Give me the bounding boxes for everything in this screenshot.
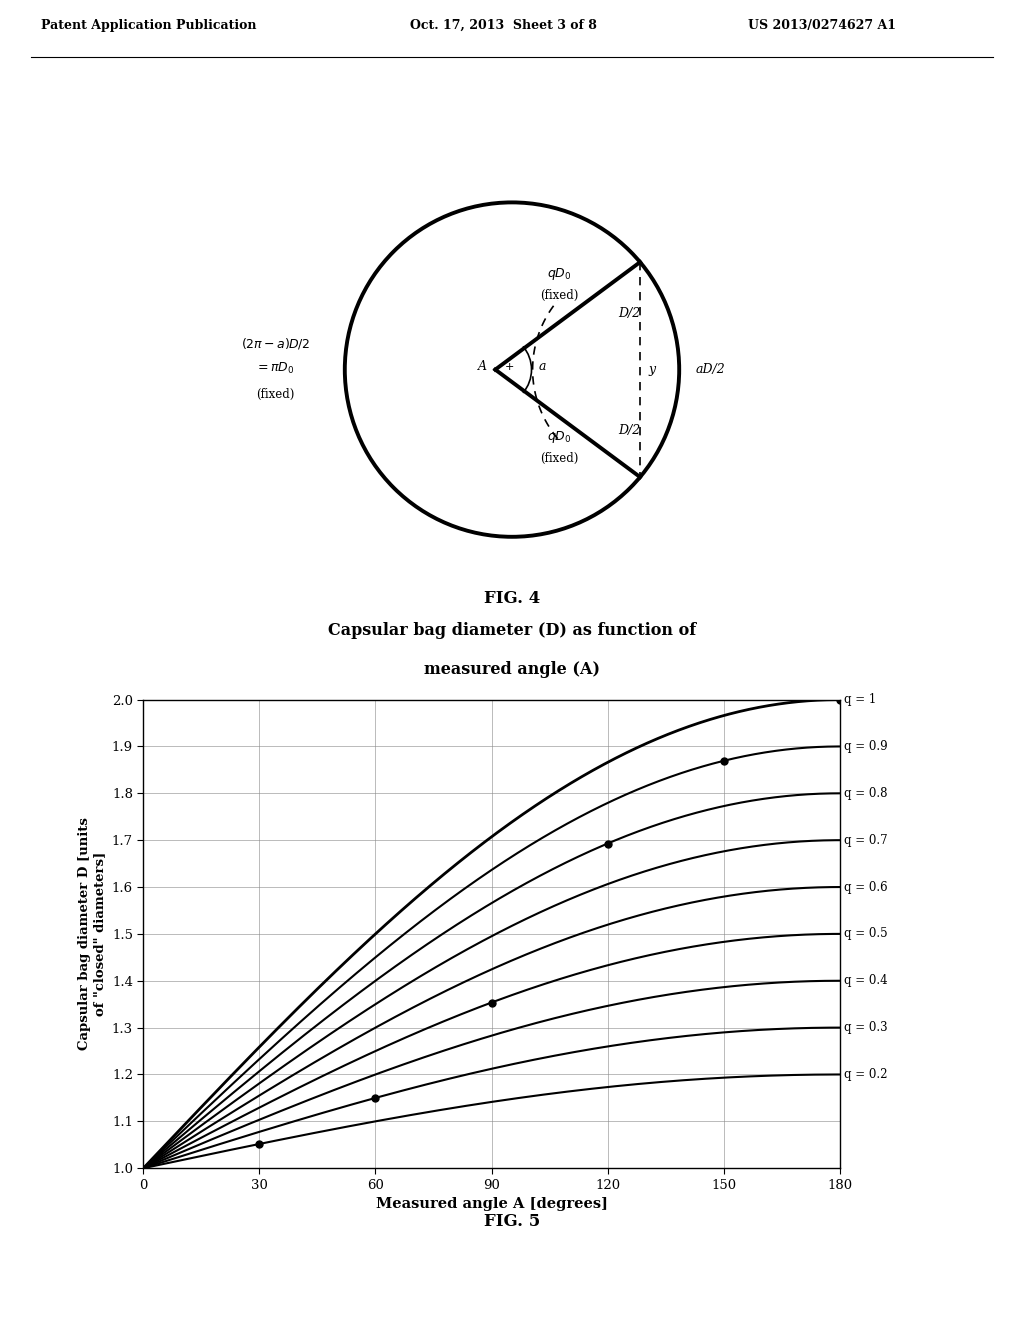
Text: q = 0.4: q = 0.4	[844, 974, 887, 987]
Text: (fixed): (fixed)	[540, 289, 579, 302]
Text: q = 0.6: q = 0.6	[844, 880, 887, 894]
Text: FIG. 5: FIG. 5	[484, 1213, 540, 1229]
Text: q = 0.5: q = 0.5	[844, 928, 887, 940]
Text: q = 0.8: q = 0.8	[844, 787, 887, 800]
Text: (fixed): (fixed)	[256, 388, 294, 400]
Text: A: A	[478, 360, 487, 374]
Text: (fixed): (fixed)	[540, 453, 579, 466]
Text: D/2: D/2	[617, 424, 640, 437]
Text: Oct. 17, 2013  Sheet 3 of 8: Oct. 17, 2013 Sheet 3 of 8	[410, 18, 596, 32]
Text: $qD_0$: $qD_0$	[547, 429, 571, 445]
Text: FIG. 4: FIG. 4	[484, 590, 540, 607]
Text: Patent Application Publication: Patent Application Publication	[41, 18, 256, 32]
Text: Capsular bag diameter (D) as function of: Capsular bag diameter (D) as function of	[328, 622, 696, 639]
Text: $qD_0$: $qD_0$	[547, 265, 571, 282]
Text: +: +	[505, 362, 514, 372]
Text: $(2\pi - a)D/2$: $(2\pi - a)D/2$	[241, 335, 309, 351]
Text: D/2: D/2	[617, 306, 640, 319]
Text: US 2013/0274627 A1: US 2013/0274627 A1	[748, 18, 896, 32]
Text: measured angle (A): measured angle (A)	[424, 661, 600, 678]
Text: q = 0.2: q = 0.2	[844, 1068, 887, 1081]
Text: q = 0.7: q = 0.7	[844, 834, 887, 846]
Text: q = 1: q = 1	[844, 693, 876, 706]
Text: q = 0.3: q = 0.3	[844, 1022, 887, 1034]
X-axis label: Measured angle A [degrees]: Measured angle A [degrees]	[376, 1197, 607, 1212]
Text: $= \pi D_0$: $= \pi D_0$	[255, 362, 295, 376]
Text: a: a	[539, 360, 547, 374]
Text: aD/2: aD/2	[696, 363, 726, 376]
Text: q = 0.9: q = 0.9	[844, 741, 887, 752]
Y-axis label: Capsular bag diameter D [units
of "closed" diameters]: Capsular bag diameter D [units of "close…	[78, 817, 106, 1051]
Text: y: y	[648, 363, 655, 376]
